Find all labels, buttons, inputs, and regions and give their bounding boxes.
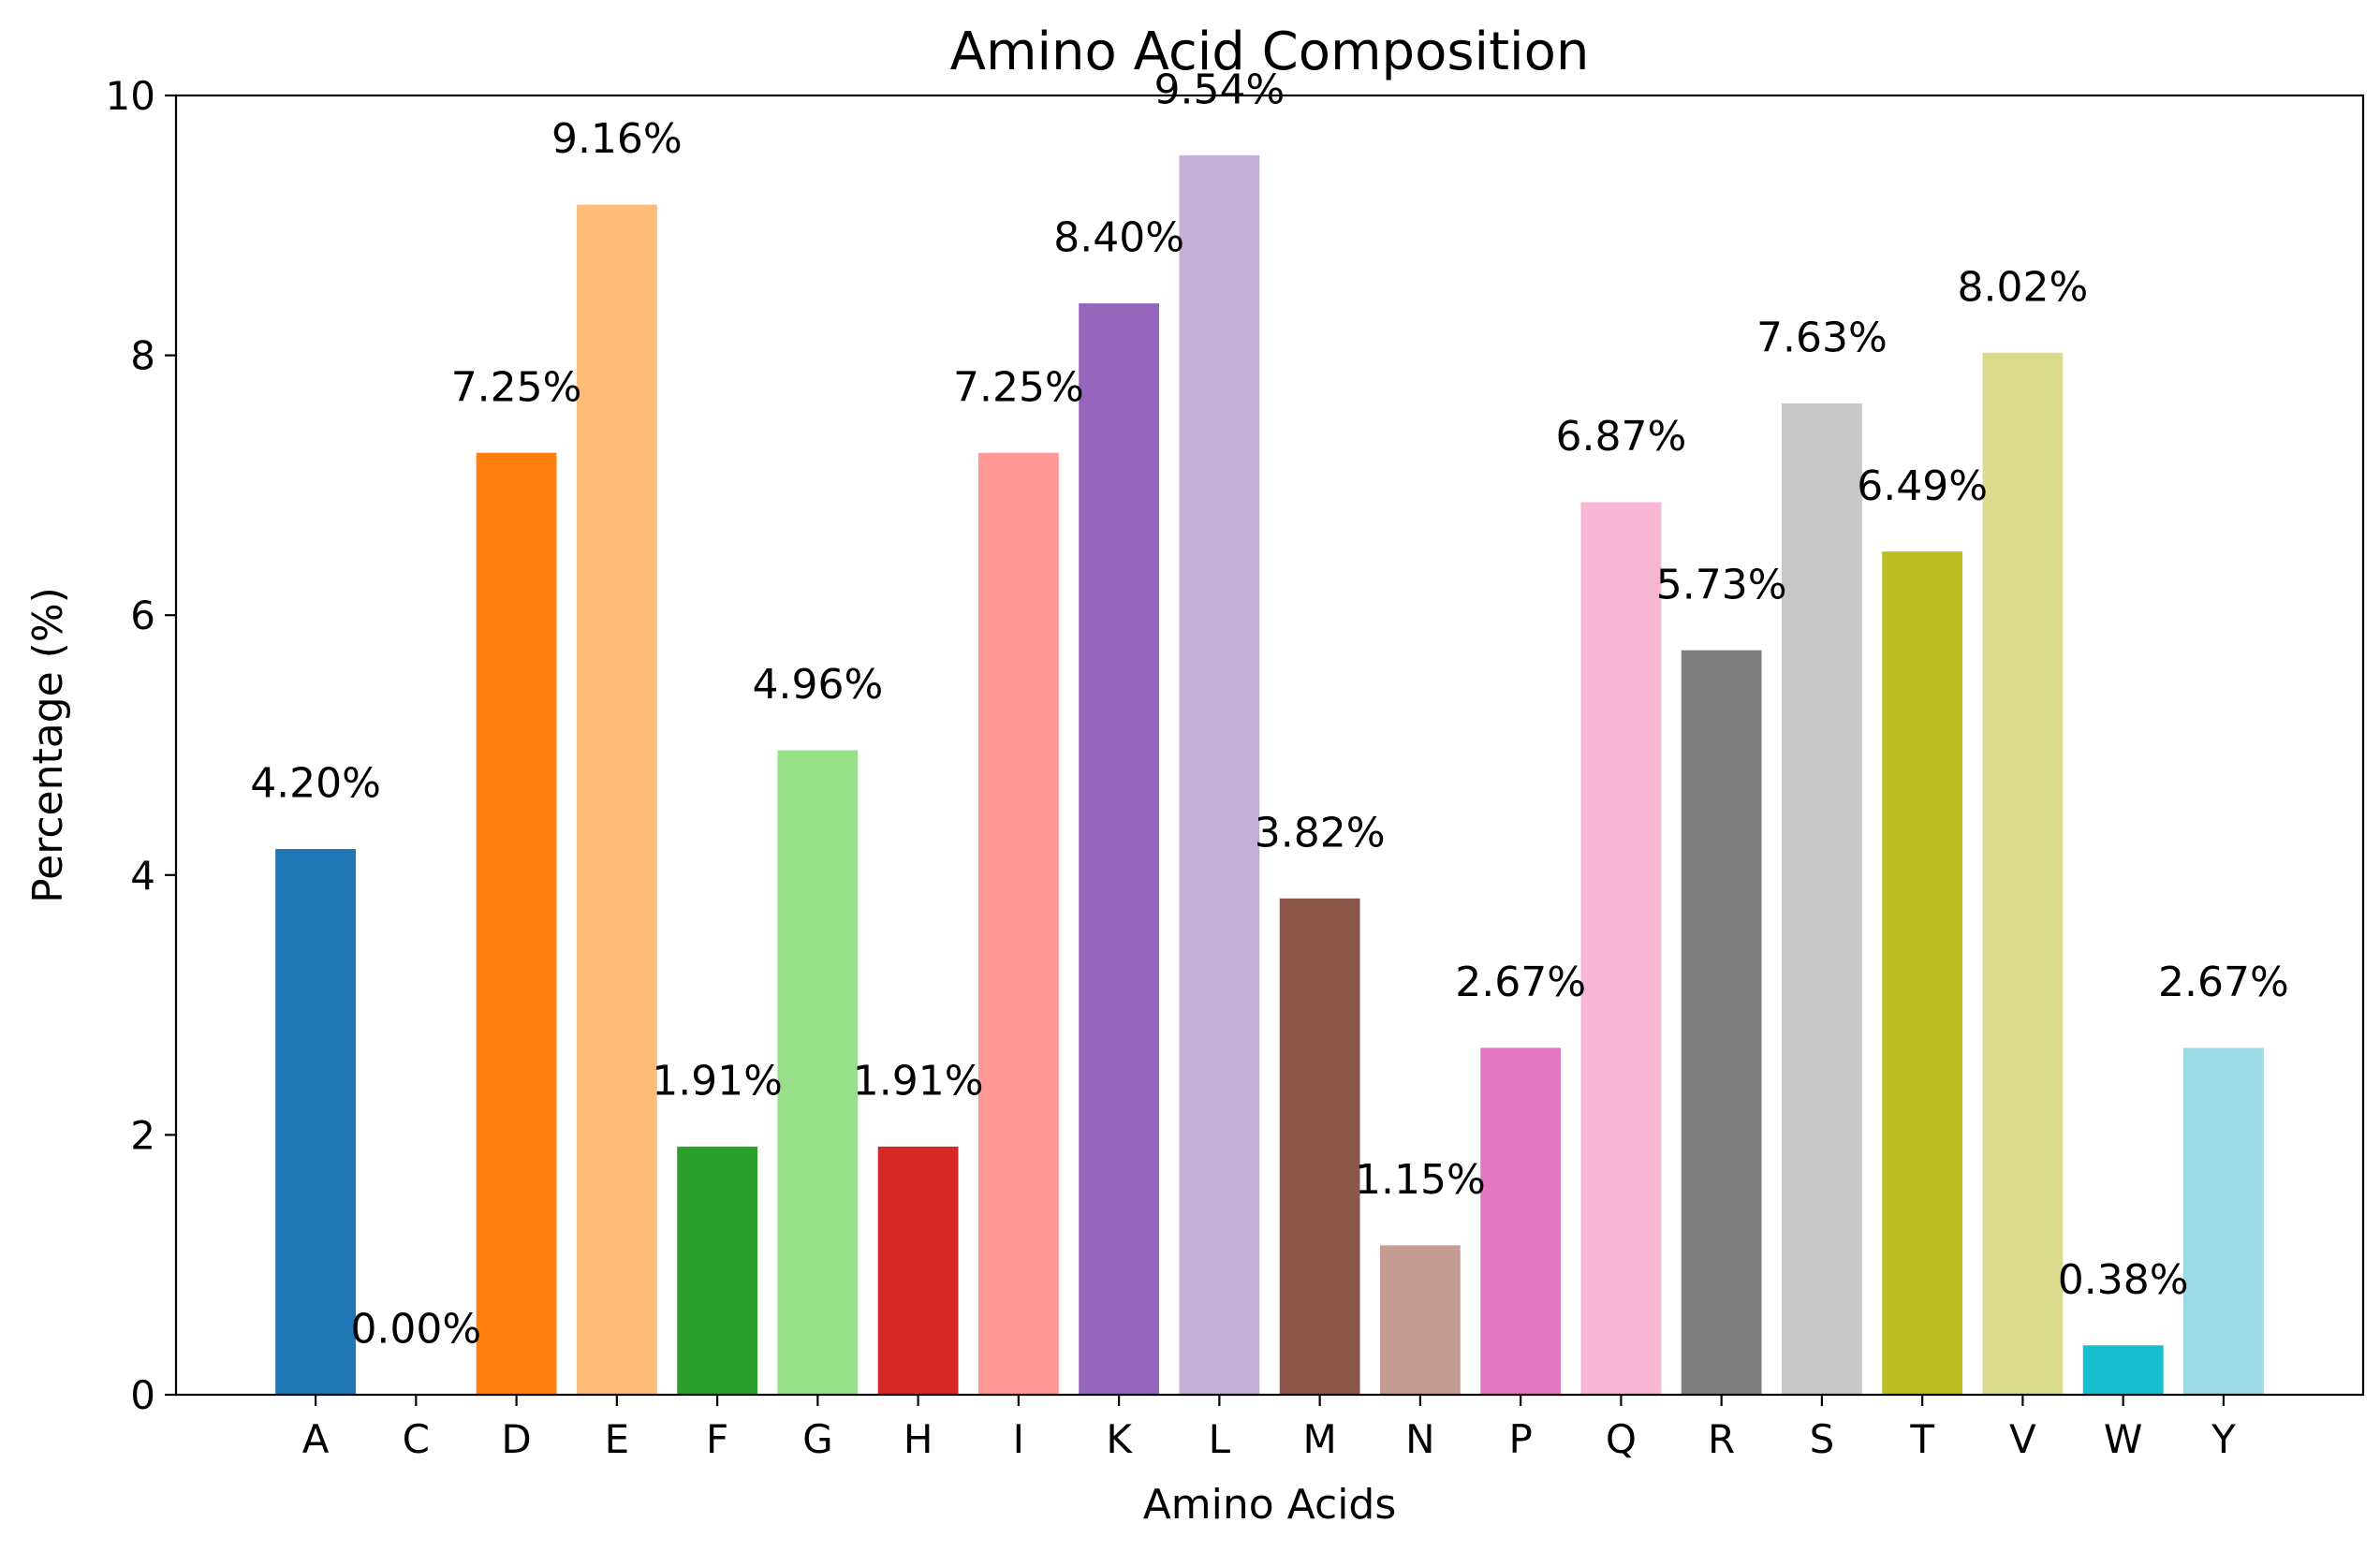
bar-I bbox=[977, 452, 1059, 1395]
bar-H bbox=[877, 1146, 959, 1395]
x-axis-label: Amino Acids bbox=[1143, 1481, 1397, 1529]
bar-D bbox=[476, 452, 557, 1395]
data-label-N: 1.15% bbox=[1355, 1156, 1486, 1204]
bar-M bbox=[1279, 898, 1360, 1395]
data-label-C: 0.00% bbox=[350, 1306, 481, 1354]
x-tick-label-M: M bbox=[1303, 1416, 1337, 1462]
x-tick-label-H: H bbox=[904, 1416, 933, 1462]
y-axis-label: Percentage (%) bbox=[24, 587, 72, 903]
y-tick-label: 0 bbox=[130, 1372, 155, 1418]
data-label-G: 4.96% bbox=[752, 661, 883, 709]
data-label-T: 6.49% bbox=[1857, 462, 1988, 510]
data-label-E: 9.16% bbox=[551, 115, 683, 163]
x-tick-label-W: W bbox=[2104, 1416, 2143, 1462]
bar-N bbox=[1379, 1245, 1461, 1395]
bar-R bbox=[1681, 650, 1762, 1395]
data-label-W: 0.38% bbox=[2058, 1256, 2189, 1304]
x-tick-label-S: S bbox=[1810, 1416, 1835, 1462]
x-tick-label-N: N bbox=[1405, 1416, 1434, 1462]
data-labels-layer: 4.20% 0.00% 7.25% 9.16% 1.91% 4.96% 1.91% 7.25%… bbox=[250, 66, 2289, 1353]
data-label-A: 4.20% bbox=[250, 760, 381, 808]
data-label-Y: 2.67% bbox=[2158, 959, 2289, 1006]
x-tick-label-L: L bbox=[1209, 1416, 1231, 1462]
y-tick-label: 2 bbox=[130, 1112, 155, 1158]
x-tick-label-Y: Y bbox=[2211, 1416, 2236, 1462]
data-label-K: 8.40% bbox=[1053, 214, 1184, 262]
bar-Y bbox=[2183, 1047, 2264, 1395]
x-tick-label-D: D bbox=[501, 1416, 531, 1462]
data-label-S: 7.63% bbox=[1756, 315, 1888, 362]
data-label-P: 2.67% bbox=[1455, 959, 1586, 1006]
y-tick-label: 8 bbox=[130, 333, 155, 379]
y-tick-label: 4 bbox=[130, 853, 155, 899]
bar-E bbox=[576, 204, 657, 1396]
chart-title: Amino Acid Composition bbox=[950, 22, 1590, 82]
data-label-Q: 6.87% bbox=[1555, 413, 1686, 461]
x-tick-label-F: F bbox=[706, 1416, 728, 1462]
bar-P bbox=[1480, 1047, 1562, 1395]
data-label-F: 1.91% bbox=[652, 1057, 783, 1105]
data-label-R: 5.73% bbox=[1656, 561, 1787, 608]
data-label-D: 7.25% bbox=[451, 363, 582, 411]
plot-area-frame bbox=[174, 94, 2365, 1397]
x-tick-label-T: T bbox=[1909, 1416, 1934, 1462]
x-tick-label-R: R bbox=[1708, 1416, 1735, 1462]
bar-A bbox=[275, 849, 356, 1395]
x-tick-label-P: P bbox=[1508, 1416, 1532, 1462]
bar-T bbox=[1882, 551, 1963, 1395]
data-label-H: 1.91% bbox=[853, 1057, 984, 1105]
data-label-V: 8.02% bbox=[1958, 263, 2089, 311]
bar-L bbox=[1179, 154, 1260, 1396]
data-label-L: 9.54% bbox=[1153, 66, 1285, 113]
bar-S bbox=[1782, 403, 1862, 1396]
bar-K bbox=[1079, 303, 1160, 1396]
bar-W bbox=[2082, 1345, 2164, 1395]
x-tick-label-C: C bbox=[403, 1416, 430, 1462]
bar-G bbox=[777, 750, 859, 1395]
bar-F bbox=[677, 1146, 757, 1395]
bar-V bbox=[1982, 352, 2064, 1395]
data-label-M: 3.82% bbox=[1255, 809, 1386, 857]
x-tick-label-Q: Q bbox=[1606, 1416, 1637, 1462]
x-tick-label-A: A bbox=[302, 1416, 330, 1462]
x-tick-label-E: E bbox=[605, 1416, 630, 1462]
bar-Q bbox=[1580, 502, 1662, 1395]
y-tick-label: 10 bbox=[106, 73, 155, 119]
x-tick-label-G: G bbox=[802, 1416, 833, 1462]
bars-layer bbox=[275, 154, 2264, 1396]
axes-layer: 0 2 4 6 8 10 A C D E F G H I K L M N P Q R S T V W Y bbox=[106, 73, 2237, 1462]
x-tick-label-V: V bbox=[2009, 1416, 2036, 1462]
y-tick-label: 6 bbox=[130, 593, 155, 638]
x-tick-label-K: K bbox=[1106, 1416, 1133, 1462]
data-label-I: 7.25% bbox=[953, 363, 1084, 411]
x-tick-label-I: I bbox=[1013, 1416, 1024, 1462]
